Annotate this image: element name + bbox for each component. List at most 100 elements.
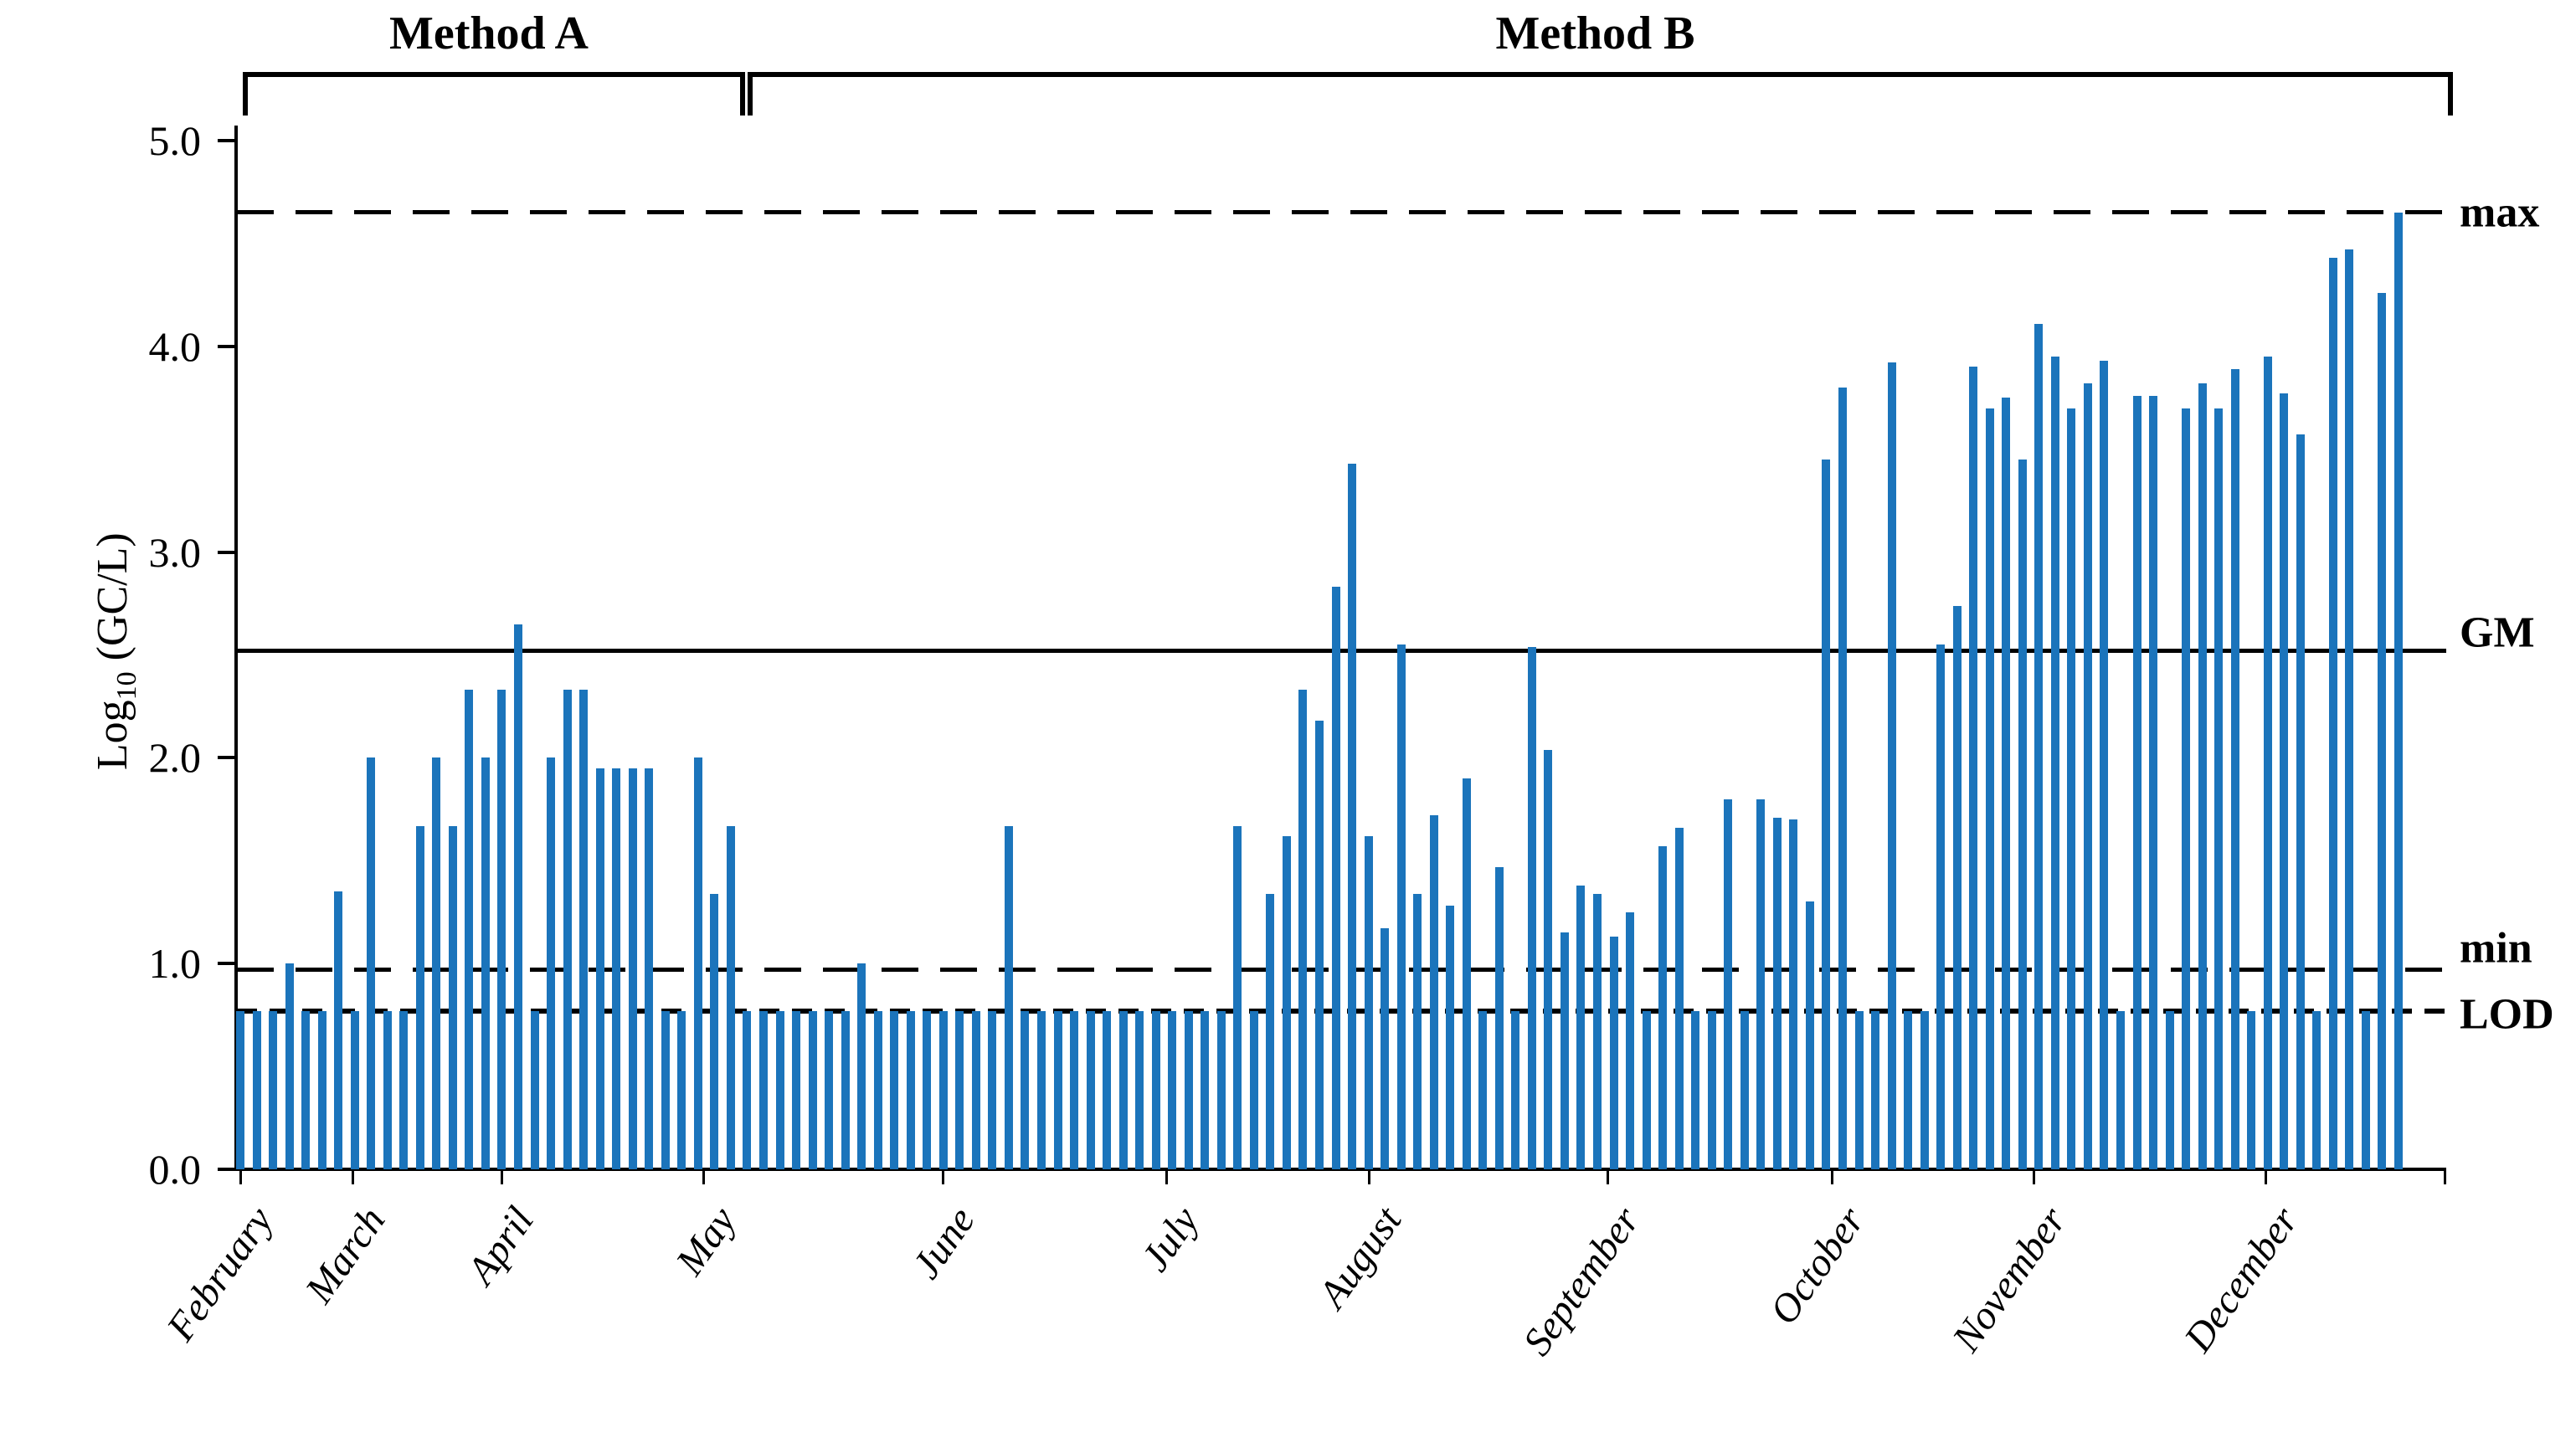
bar-sample-108 [1985, 408, 1994, 1169]
bar-sample-47 [988, 1010, 997, 1169]
bar-sample-112 [2050, 357, 2059, 1169]
bar-sample-63 [1249, 1010, 1258, 1169]
bar-sample-132 [2378, 292, 2387, 1169]
bar-sample-79 [1511, 1010, 1520, 1169]
bar-sample-35 [792, 1010, 801, 1169]
y-tick-label: 1.0 [148, 940, 202, 988]
method-b-label: Method B [1495, 8, 1695, 59]
bar-sample-121 [2198, 383, 2207, 1169]
bar-sample-18 [514, 624, 522, 1169]
bar-sample-7 [334, 891, 343, 1169]
bar-sample-111 [2034, 323, 2044, 1169]
y-tick [218, 1168, 236, 1171]
bar-sample-41 [890, 1010, 899, 1169]
y-tick-label: 4.0 [148, 322, 202, 370]
bar-sample-76 [1462, 778, 1471, 1169]
x-tick [2265, 1171, 2267, 1184]
month-label-march: March [296, 1199, 394, 1312]
bar-sample-96 [1789, 819, 1798, 1169]
bar-sample-32 [743, 1010, 752, 1169]
month-label-september: September [1514, 1199, 1649, 1363]
bar-sample-23 [595, 768, 604, 1169]
month-label-october: October [1761, 1199, 1874, 1333]
bar-sample-95 [1772, 817, 1782, 1169]
bar-sample-89 [1674, 827, 1684, 1169]
y-tick-label: 0.0 [148, 1146, 202, 1193]
bar-sample-65 [1282, 835, 1291, 1169]
bar-sample-2 [252, 1010, 261, 1169]
bar-sample-19 [530, 1010, 539, 1169]
bar-sample-24 [612, 768, 621, 1169]
bar-sample-125 [2263, 357, 2272, 1169]
bar-sample-37 [825, 1010, 834, 1169]
bar-sample-99 [1838, 387, 1847, 1169]
method-a-label: Method A [389, 8, 589, 59]
min-line [237, 967, 2446, 972]
month-label-november: November [1943, 1199, 2075, 1360]
bar-sample-52 [1070, 1010, 1079, 1169]
bar-sample-45 [955, 1010, 964, 1169]
bar-sample-53 [1086, 1010, 1095, 1169]
bar-sample-101 [1871, 1010, 1880, 1169]
bar-sample-12 [415, 825, 424, 1169]
bar-sample-54 [1103, 1010, 1112, 1169]
bar-sample-106 [1952, 605, 1962, 1169]
max-label: max [2460, 188, 2540, 237]
gm-line [237, 648, 2446, 653]
bar-sample-6 [317, 1010, 326, 1169]
bar-sample-104 [1920, 1010, 1929, 1169]
x-tick [942, 1171, 944, 1184]
bar-sample-21 [563, 690, 572, 1169]
min-label: min [2460, 924, 2532, 973]
bar-sample-22 [579, 690, 589, 1169]
bar-sample-46 [971, 1010, 980, 1169]
y-tick-label: 5.0 [148, 117, 202, 164]
bar-sample-36 [808, 1010, 817, 1169]
bar-sample-31 [726, 825, 735, 1169]
bar-sample-85 [1609, 937, 1618, 1169]
lod-line [237, 1008, 2446, 1014]
y-tick [218, 139, 236, 142]
bar-sample-77 [1478, 1010, 1488, 1169]
bar-sample-29 [693, 757, 702, 1169]
bar-sample-58 [1168, 1010, 1177, 1169]
x-tick [1607, 1171, 1609, 1184]
bar-sample-130 [2345, 249, 2354, 1169]
bar-sample-40 [873, 1010, 882, 1169]
x-tick [2444, 1171, 2446, 1184]
x-tick [501, 1171, 503, 1184]
bar-sample-11 [399, 1010, 409, 1169]
bar-sample-102 [1887, 362, 1896, 1169]
bar-sample-82 [1560, 932, 1569, 1169]
bar-sample-133 [2394, 213, 2403, 1169]
bar-sample-105 [1936, 644, 1946, 1169]
gm-label: GM [2460, 609, 2535, 657]
bar-sample-131 [2361, 1010, 2370, 1169]
bar-sample-57 [1151, 1010, 1160, 1169]
bar-sample-119 [2165, 1010, 2174, 1169]
bar-sample-109 [2002, 398, 2011, 1169]
bar-sample-120 [2182, 408, 2191, 1169]
bar-sample-50 [1036, 1010, 1046, 1169]
bar-sample-20 [547, 757, 556, 1169]
bar-sample-115 [2100, 361, 2109, 1169]
bar-sample-118 [2149, 395, 2158, 1169]
x-tick [239, 1171, 242, 1184]
y-axis-title-subscript: 10 [111, 671, 143, 701]
bar-sample-69 [1348, 463, 1357, 1169]
bar-sample-88 [1658, 846, 1668, 1169]
bar-sample-17 [497, 690, 506, 1169]
bar-sample-66 [1298, 690, 1308, 1169]
bar-sample-60 [1201, 1010, 1210, 1169]
bar-sample-43 [923, 1010, 932, 1169]
lod-label: LOD [2460, 990, 2554, 1039]
bar-sample-107 [1969, 367, 1978, 1169]
bar-sample-61 [1216, 1010, 1226, 1169]
bar-sample-49 [1021, 1010, 1030, 1169]
x-axis-line [234, 1168, 2446, 1171]
bar-sample-98 [1822, 459, 1831, 1169]
bar-sample-116 [2116, 1010, 2125, 1169]
bar-sample-67 [1315, 721, 1324, 1169]
x-tick [702, 1171, 705, 1184]
